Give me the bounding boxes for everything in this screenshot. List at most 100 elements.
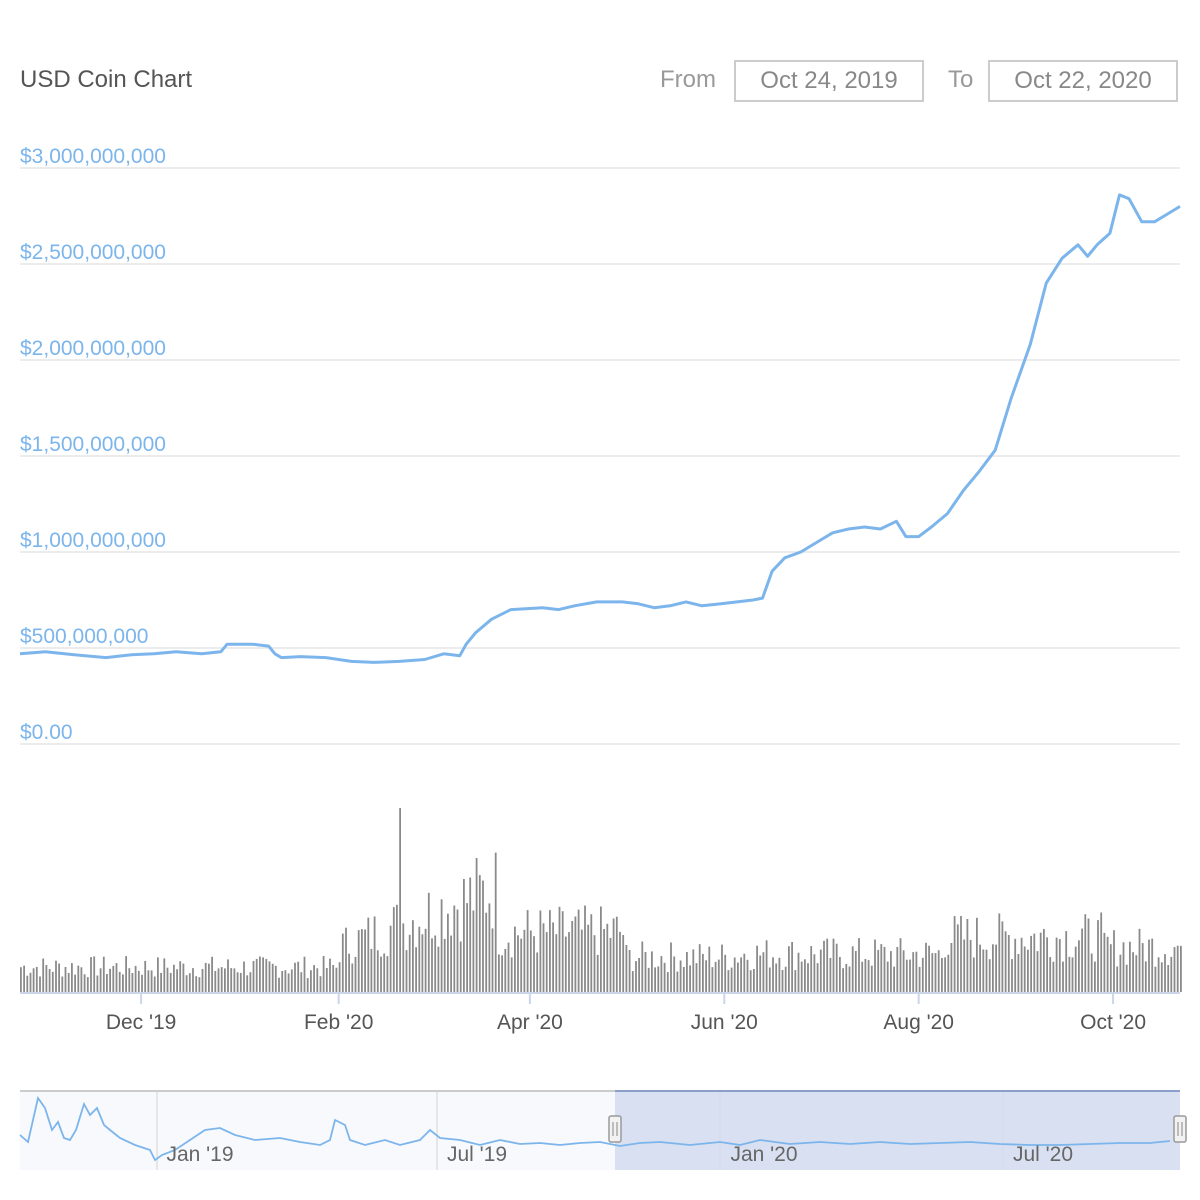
volume-bar [431, 938, 433, 992]
volume-bar [536, 952, 539, 992]
volume-bar [870, 965, 873, 992]
volume-bar [944, 957, 946, 992]
volume-bar [577, 909, 580, 992]
volume-bar [463, 879, 465, 992]
volume-bar [590, 914, 593, 992]
volume-bar [325, 968, 328, 992]
navigator[interactable]: Jan '19 Jul '19 Jan '20 Jul '20 [19, 1090, 1187, 1170]
volume-bar [443, 938, 446, 992]
volume-bar [542, 923, 545, 992]
volume-bar [778, 957, 781, 992]
volume-bar [931, 953, 934, 992]
navigator-handle[interactable] [1173, 1115, 1187, 1143]
volume-bar [491, 928, 494, 992]
volume-bar [1058, 939, 1061, 992]
volume-bar [252, 961, 255, 992]
volume-bar [1144, 961, 1147, 992]
volume-bar [498, 954, 500, 992]
volume-bar [418, 926, 421, 992]
volume-bar [969, 939, 972, 992]
volume-bar [55, 960, 57, 992]
volume-bar [478, 875, 481, 992]
y-tick-label: $1,500,000,000 [20, 433, 166, 456]
volume-bar [141, 974, 143, 992]
volume-bar [160, 972, 162, 992]
volume-bar [972, 957, 975, 992]
volume-bar [510, 957, 513, 992]
volume-bar [851, 946, 854, 992]
volume-bar [1176, 945, 1179, 992]
volume-bar [628, 950, 631, 992]
volume-bar [389, 925, 392, 992]
volume-bar [1125, 964, 1128, 992]
volume-bar [1030, 935, 1032, 992]
volume-bar [192, 968, 194, 992]
volume-bar [950, 943, 953, 992]
volume-bar [848, 966, 851, 992]
volume-bar [262, 957, 264, 992]
volume-bar [762, 952, 765, 992]
volume-bar [208, 963, 210, 992]
volume-bar [466, 903, 468, 992]
navigator-handle[interactable] [608, 1115, 622, 1143]
volume-bar [995, 944, 997, 992]
volume-bar [278, 977, 280, 992]
to-date-input[interactable]: Oct 22, 2020 [988, 60, 1178, 102]
volume-bar [271, 963, 274, 992]
volume-bar [998, 913, 1001, 992]
volume-bar [724, 954, 727, 992]
volume-bar [376, 950, 379, 992]
volume-bar [756, 945, 758, 992]
volume-bar [268, 961, 271, 992]
volume-bar [86, 977, 89, 992]
from-date-input[interactable]: Oct 24, 2019 [734, 60, 924, 102]
volume-bar [743, 953, 746, 992]
navigator-selection[interactable] [615, 1091, 1180, 1170]
volume-bar [287, 973, 290, 992]
volume-bar [1116, 966, 1119, 992]
volume-bar [753, 969, 755, 992]
volume-bar [507, 942, 510, 992]
volume-bar [1103, 932, 1106, 992]
volume-bar [682, 967, 685, 992]
volume-bar [1094, 961, 1096, 992]
volume-bar [1068, 956, 1071, 992]
volume-bar [918, 966, 921, 992]
volume-bar [676, 971, 679, 992]
x-axis: Dec '19 Feb '20 Apr '20 Jun '20 Aug '20 Oct '… [20, 992, 1180, 1034]
volume-bar [800, 961, 803, 992]
volume-bar [807, 963, 809, 992]
volume-bar [644, 952, 647, 992]
volume-bar [714, 961, 717, 992]
volume-bar [501, 955, 503, 992]
volume-bar [182, 963, 185, 992]
volume-bar [791, 942, 793, 992]
volume-bar [408, 934, 411, 992]
volume-bar [453, 905, 456, 992]
volume-bar [322, 956, 325, 992]
volume-bar [290, 969, 293, 992]
volume-bar [905, 959, 908, 992]
volume-bar [297, 961, 300, 992]
volume-bar [106, 974, 108, 992]
volume-bar [1020, 937, 1023, 992]
volume-bar [874, 939, 876, 992]
volume-bar [338, 962, 341, 992]
volume-bar [858, 938, 860, 992]
volume-bar [902, 950, 905, 992]
volume-bar [383, 953, 386, 992]
volume-bar [396, 904, 398, 992]
volume-bar [877, 949, 880, 992]
volume-bar [596, 954, 599, 992]
volume-bar [399, 808, 401, 992]
volume-bar [300, 972, 303, 992]
volume-bar [440, 899, 443, 992]
volume-bar [259, 956, 261, 992]
volume-bar [392, 907, 395, 992]
grid-lines [20, 167, 1180, 745]
volume-bar [593, 935, 596, 992]
y-tick-label: $2,000,000,000 [20, 337, 166, 360]
volume-bar [1148, 939, 1150, 992]
volume-bar [1049, 957, 1052, 992]
